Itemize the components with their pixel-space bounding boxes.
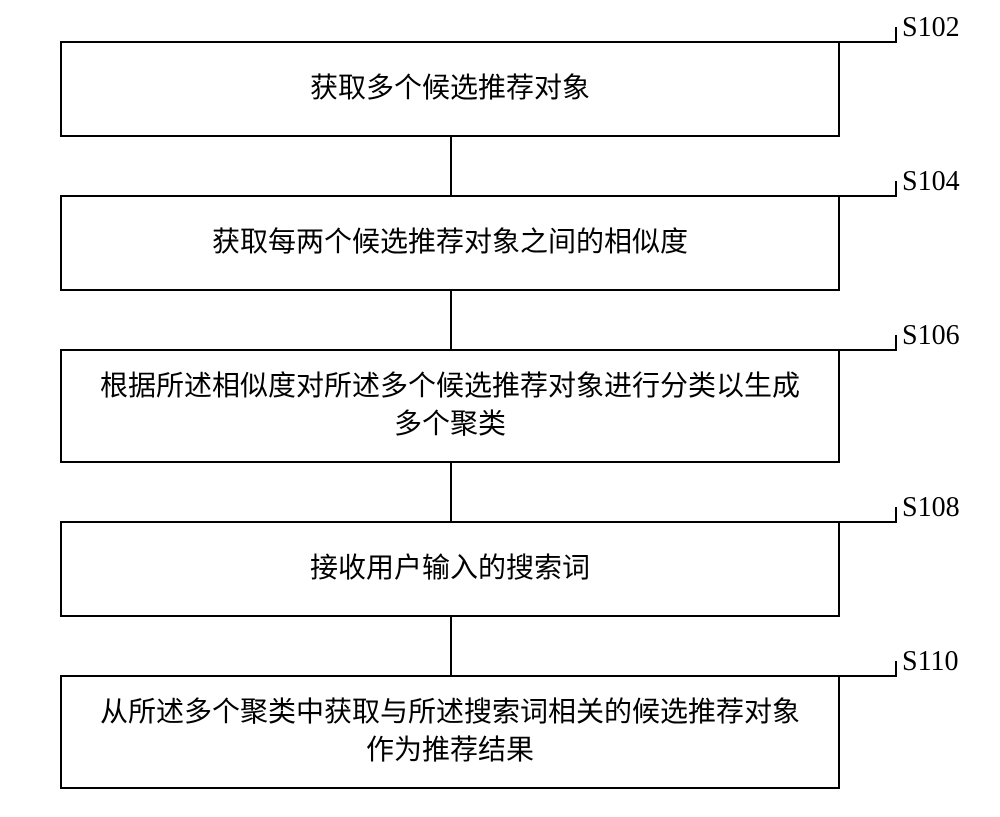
leader-line (840, 521, 895, 523)
flow-node-s106: 根据所述相似度对所述多个候选推荐对象进行分类以生成 多个聚类 (60, 349, 840, 463)
step-label-s102: S102 (902, 12, 960, 44)
flow-connector (450, 291, 452, 349)
flow-node-s102: 获取多个候选推荐对象 (60, 41, 840, 137)
step-label-s110: S110 (902, 646, 959, 678)
leader-line (840, 41, 895, 43)
leader-line (840, 349, 895, 351)
leader-line (895, 181, 897, 197)
flow-node-text: 接收用户输入的搜索词 (310, 550, 590, 588)
flow-node-s110: 从所述多个聚类中获取与所述搜索词相关的候选推荐对象 作为推荐结果 (60, 675, 840, 789)
flow-node-text: 根据所述相似度对所述多个候选推荐对象进行分类以生成 多个聚类 (100, 368, 800, 444)
flow-node-text: 获取多个候选推荐对象 (310, 70, 590, 108)
flow-connector (450, 137, 452, 195)
leader-line (840, 675, 895, 677)
leader-line (895, 507, 897, 523)
step-label-s108: S108 (902, 492, 960, 524)
step-label-s104: S104 (902, 166, 960, 198)
leader-line (895, 27, 897, 43)
flow-node-text: 获取每两个候选推荐对象之间的相似度 (212, 224, 688, 262)
leader-line (895, 335, 897, 351)
flow-node-s104: 获取每两个候选推荐对象之间的相似度 (60, 195, 840, 291)
leader-line (895, 661, 897, 677)
flow-node-text: 从所述多个聚类中获取与所述搜索词相关的候选推荐对象 作为推荐结果 (100, 694, 800, 770)
flowchart-canvas: 获取多个候选推荐对象 获取每两个候选推荐对象之间的相似度 根据所述相似度对所述多… (0, 0, 1000, 817)
flow-node-s108: 接收用户输入的搜索词 (60, 521, 840, 617)
flow-connector (450, 463, 452, 521)
leader-line (840, 195, 895, 197)
flow-connector (450, 617, 452, 675)
step-label-s106: S106 (902, 320, 960, 352)
